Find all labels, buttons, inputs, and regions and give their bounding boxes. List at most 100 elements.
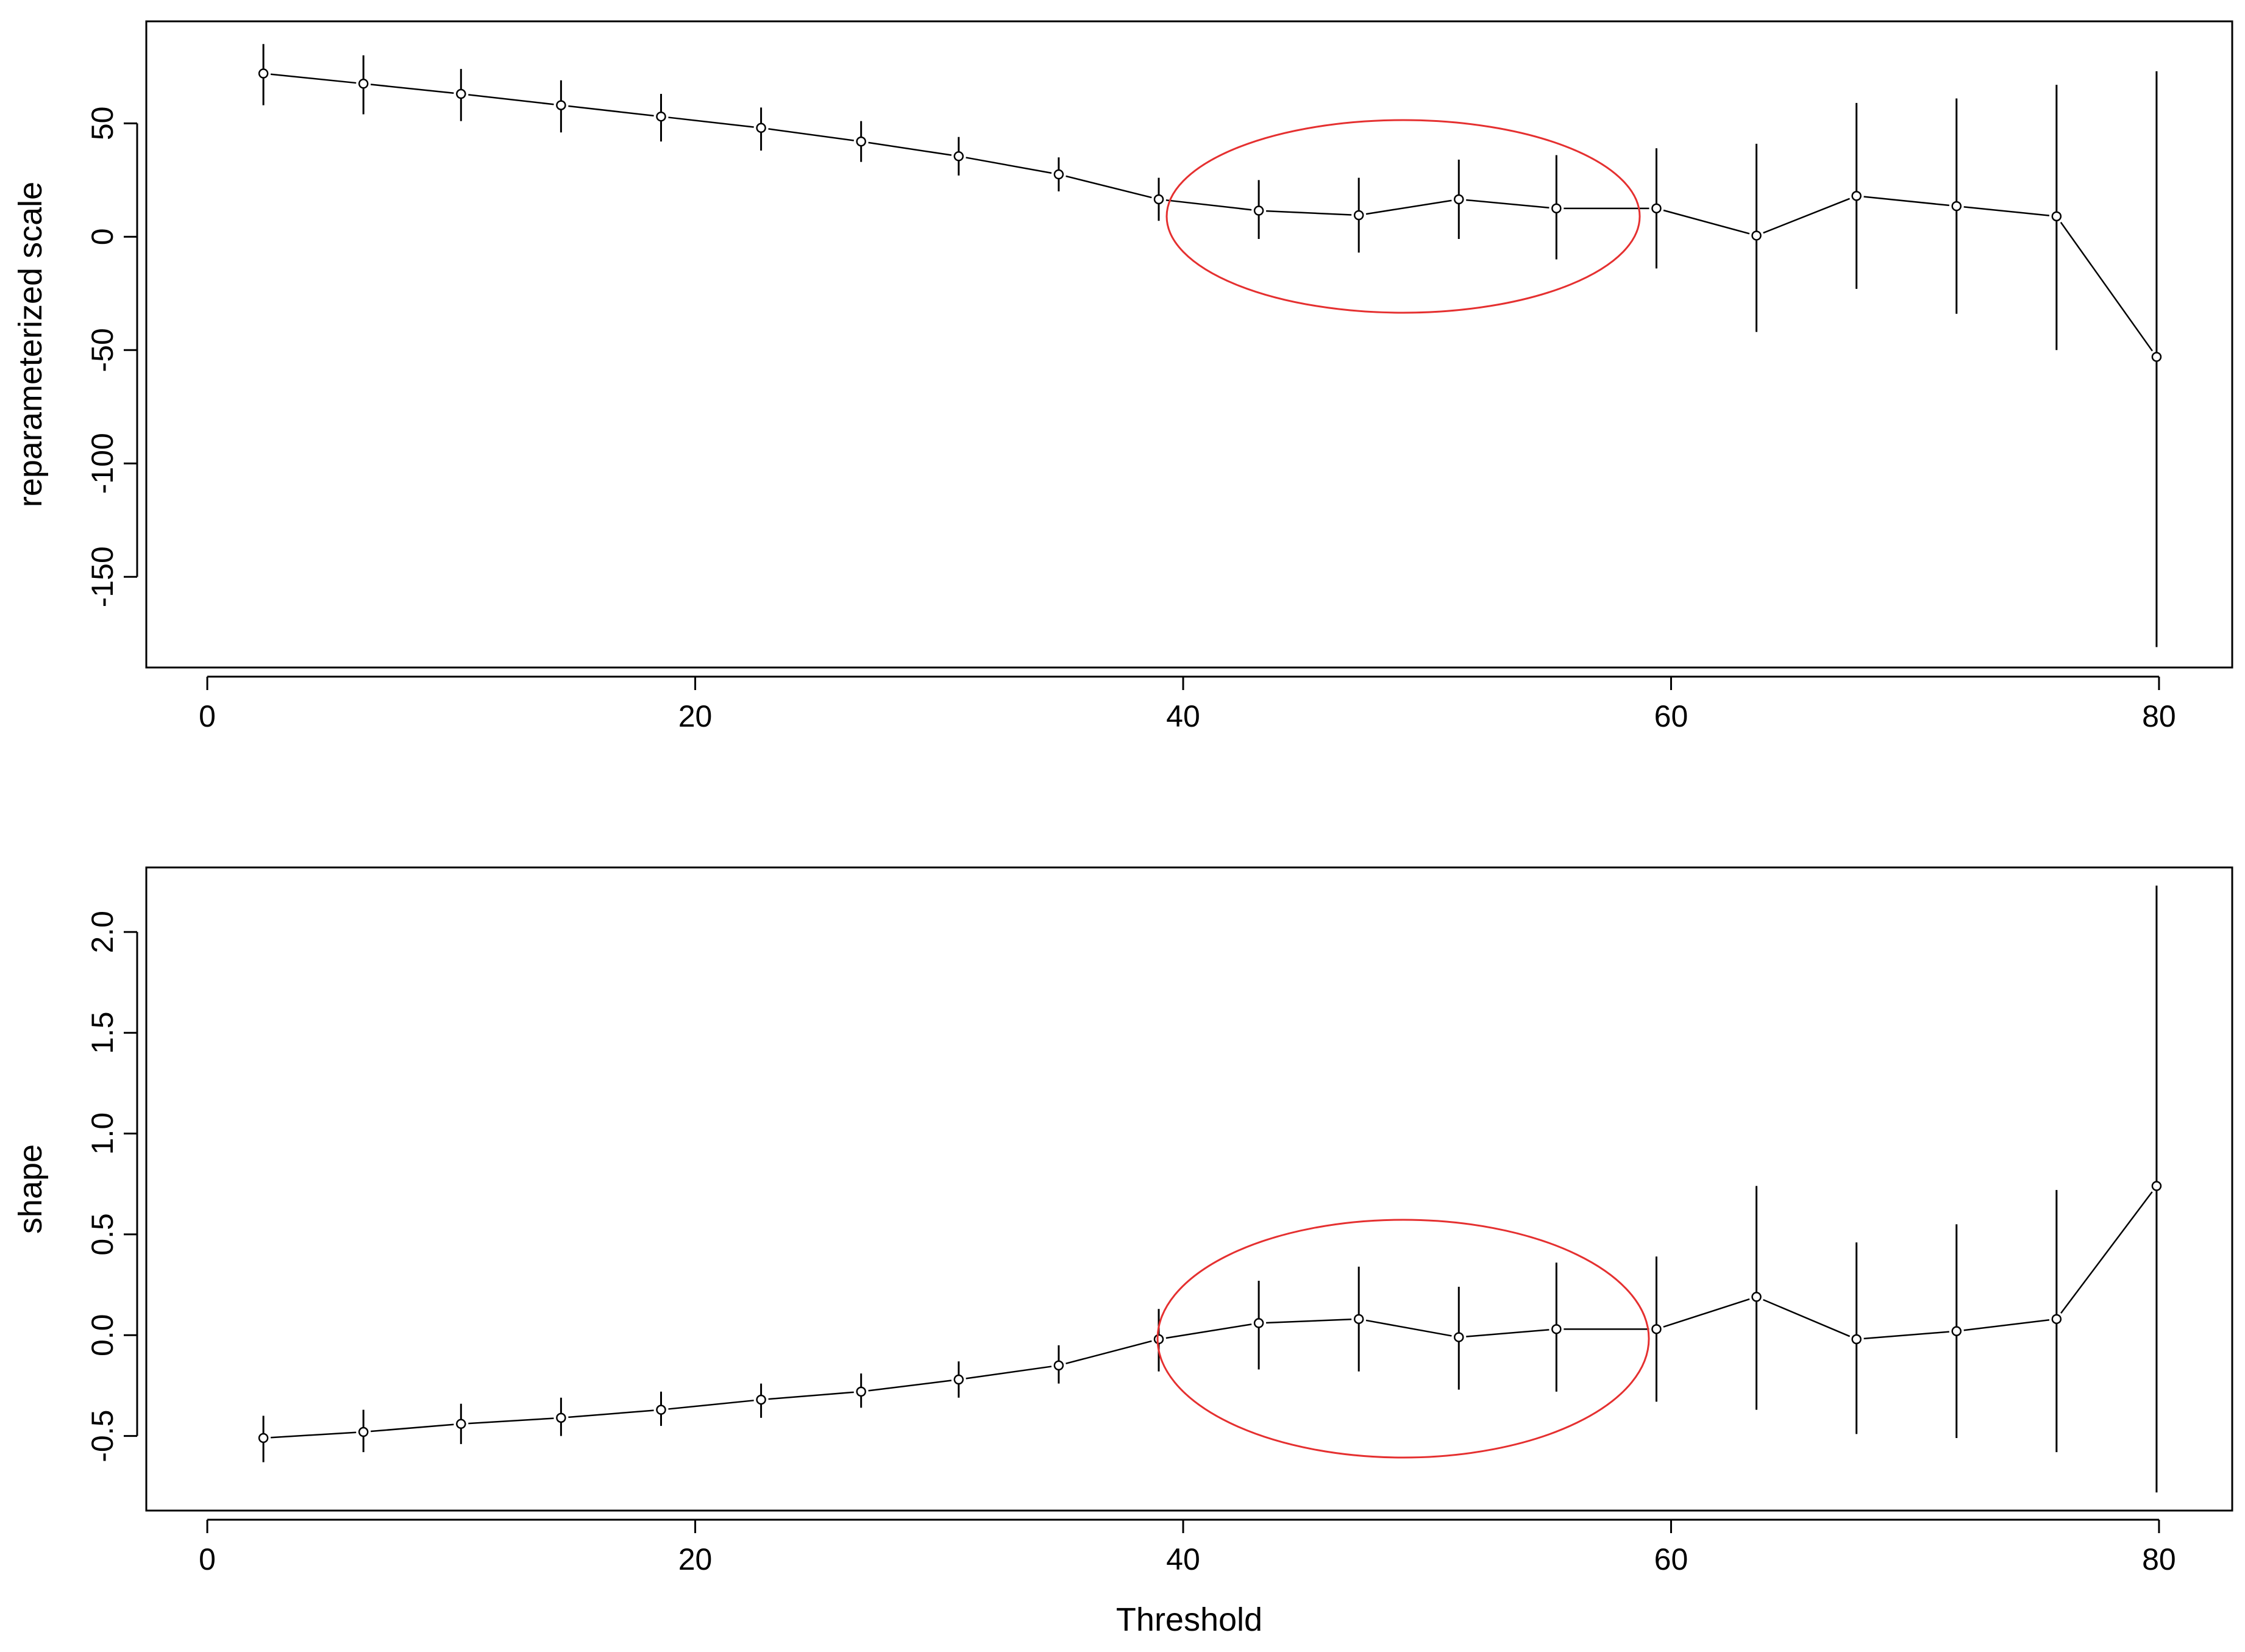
data-point [1253,205,1264,216]
data-point [953,1374,964,1385]
series-segment [1066,175,1152,199]
highlight-ellipse [1165,119,1641,314]
x-tick-label: 0 [199,699,216,733]
x-tick-label: 40 [1166,699,1200,733]
data-point [1153,194,1164,205]
data-point [1751,230,1762,241]
data-point [1651,1324,1662,1334]
series-segment [1663,209,1750,235]
series-segment [2060,1191,2153,1314]
series-segment [1763,198,1850,234]
panel-1: 0 20 40 60 80 -150 -100 -50 0 50 reparameterized s… [12,20,2233,733]
data-point [1353,1314,1364,1325]
data-point [456,88,466,99]
series-segment [468,94,554,105]
x-tick-label: 40 [1166,1542,1200,1576]
series-segment [2060,221,2153,352]
data-point [1651,203,1662,214]
x-tick-label: 60 [1654,1542,1688,1576]
data-point [1551,203,1562,214]
y-axis-title: shape [12,1144,49,1234]
data-point [358,1426,369,1437]
data-point [2051,1314,2062,1325]
data-point [656,1405,666,1415]
plot-frame [145,866,2233,1512]
y-tick-label: 0.0 [85,1314,119,1357]
series-segment [468,1417,554,1425]
y-tick-label: 1.5 [85,1011,119,1054]
data-point [358,79,369,89]
data-point [556,1412,566,1423]
series-segment [1165,199,1252,211]
series-segment [1863,196,1949,207]
series-segment [868,1380,952,1392]
series-segment [1066,1340,1152,1365]
y-tick-label: 0 [85,228,119,245]
series-segment [371,1423,454,1433]
x-axis-title: Threshold [1116,1601,1262,1638]
data-point [1454,194,1464,205]
series-segment [1763,1298,1851,1337]
data-point [856,136,866,147]
data-point [1751,1292,1762,1302]
series-segment [768,1391,854,1400]
data-point [953,151,964,162]
series-segment [1165,1323,1252,1339]
series-segment [1265,210,1352,216]
data-point [456,1419,466,1429]
x-tick-label: 80 [2142,699,2176,733]
series-segment [768,128,854,141]
y-tick-label: -0.5 [85,1410,119,1462]
y-tick-label: 50 [85,107,119,141]
series-segment [966,157,1052,174]
data-point [1454,1332,1464,1342]
data-point [1851,191,1862,201]
series-segment [1266,1319,1352,1324]
series-segment [371,84,454,94]
data-point [1353,210,1364,221]
data-point [1851,1334,1862,1345]
y-tick-label: -100 [85,433,119,494]
panel-2: 0 20 40 60 80 -0.5 0.0 0.5 1.0 1.5 2.0 shape Thresho… [12,866,2233,1638]
data-point [258,1433,269,1444]
series-segment [1466,199,1549,208]
data-point [656,111,666,122]
data-point [2151,1181,2162,1191]
series-segment [868,141,952,156]
x-tick-label: 20 [678,1542,713,1576]
series-segment [1863,1331,1949,1340]
x-tick-label: 60 [1654,699,1688,733]
y-tick-label: -50 [85,328,119,372]
series-segment [270,73,357,84]
highlight-ellipse [1156,1219,1650,1459]
series-segment [1466,1329,1549,1337]
y-tick-label: 2.0 [85,911,119,953]
series-segment [1365,199,1452,215]
series-segment [1963,1319,2050,1331]
data-point [556,100,566,110]
series-segment [668,1400,754,1410]
x-tick-label: 0 [199,1542,216,1576]
data-point [1053,169,1064,180]
y-axis-title: reparameterized scale [12,182,49,507]
series-segment [271,1431,357,1439]
series-segment [1963,206,2050,216]
data-point [856,1386,866,1397]
series-segment [966,1365,1052,1380]
y-tick-label: 1.0 [85,1113,119,1155]
data-point [756,123,766,134]
y-tick-label: 0.5 [85,1213,119,1256]
series-segment [1365,1319,1452,1337]
series-segment [668,116,754,128]
x-tick-label: 20 [678,699,713,733]
series-segment [568,105,654,117]
plot-frame [145,20,2233,669]
series-segment [568,1409,654,1419]
data-point [1951,201,1962,212]
data-point [1253,1318,1264,1328]
data-point [1551,1324,1562,1334]
data-point [1153,1334,1164,1345]
y-tick-label: -150 [85,546,119,607]
data-point [2051,211,2062,222]
